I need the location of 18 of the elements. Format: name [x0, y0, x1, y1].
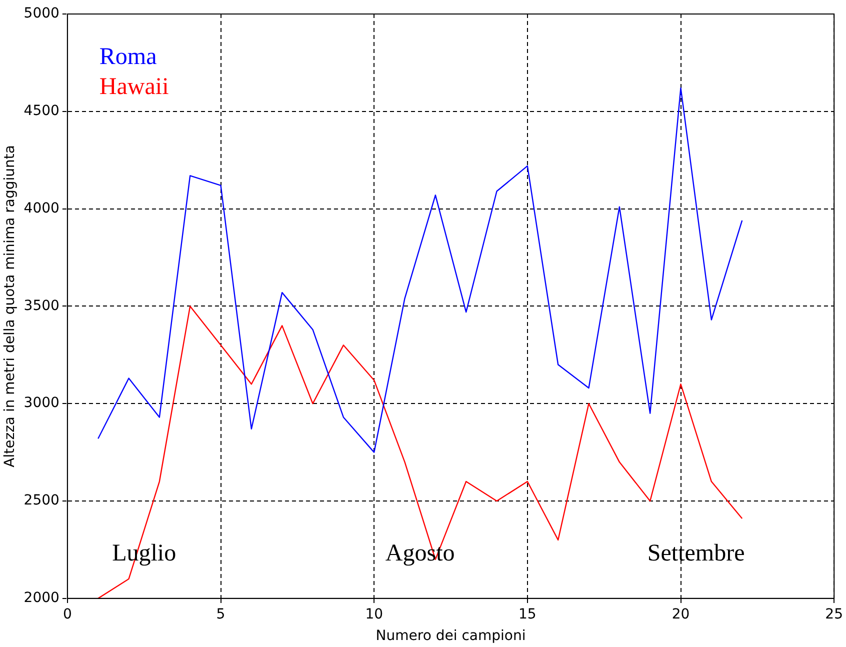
x-tick-label: 15: [518, 606, 536, 622]
x-tick-label: 25: [825, 606, 844, 622]
x-tick-label: 20: [672, 606, 690, 622]
y-tick-label: 2000: [24, 590, 60, 606]
annotation: Settembre: [647, 540, 745, 566]
text: Hawaii: [99, 74, 170, 100]
y-tick-label: 2500: [24, 492, 60, 509]
y-tick-label: 3000: [24, 395, 60, 412]
y-axis-title: Altezza in metri della quota minima raggiunta: [2, 145, 18, 468]
text: Roma: [99, 44, 158, 70]
x-axis-title: Numero dei campioni: [376, 628, 526, 644]
x-tick-label: 5: [216, 606, 226, 622]
y-tick-label: 5000: [24, 6, 60, 22]
y-tick-label: 4000: [24, 200, 60, 216]
x-tick-label: 10: [365, 606, 384, 622]
y-tick-label: 3500: [24, 298, 60, 314]
y-tick-label: 4500: [24, 103, 60, 120]
x-tick-label: 0: [62, 606, 72, 622]
